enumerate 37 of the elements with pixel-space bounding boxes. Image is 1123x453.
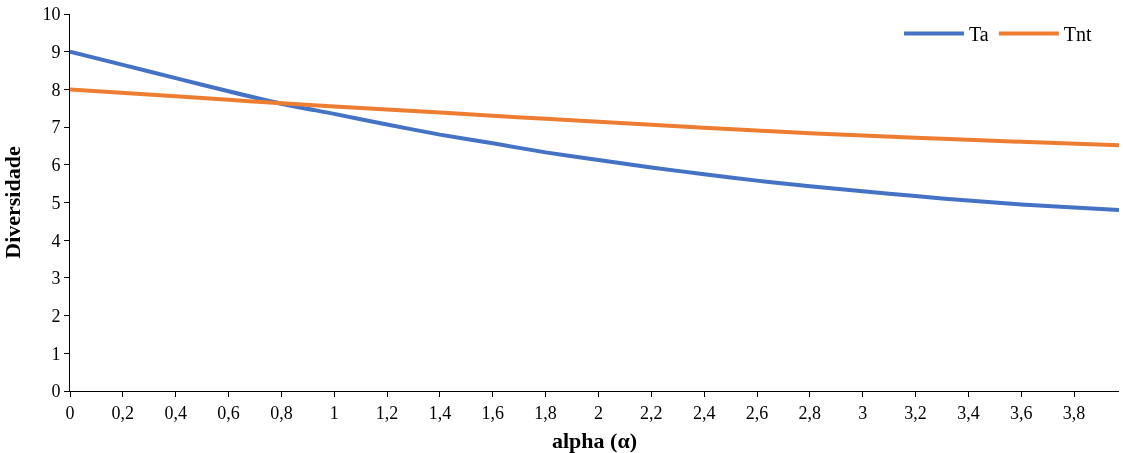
x-tick-label: 1,4 (428, 402, 452, 423)
x-tick-label: 0,4 (164, 402, 187, 423)
x-tick-label: 0,2 (111, 402, 135, 423)
x-tick-label: 3,8 (1062, 402, 1086, 423)
y-tick-label: 3 (51, 268, 61, 289)
x-tick-label: 2 (593, 402, 603, 423)
line-series (70, 49, 1119, 213)
x-tick-label: 0 (65, 402, 75, 423)
x-tick-label: 2,2 (640, 402, 663, 423)
x-tick-label: 3 (858, 402, 868, 423)
legend-label: Tnt (1063, 23, 1093, 46)
x-tick-label: 0,6 (217, 402, 240, 423)
x-axis-title: alpha (α) (551, 428, 638, 453)
x-tick-label: 2,4 (692, 402, 716, 423)
x-tick-label: 1,6 (481, 402, 505, 423)
y-tick-label: 9 (51, 42, 61, 62)
x-tick-label: 0,8 (270, 402, 293, 423)
y-tick-label: 10 (42, 4, 61, 25)
x-tick-label: 3,6 (1009, 402, 1033, 423)
x-tick-label: 1,8 (534, 402, 557, 423)
y-tick-label: 6 (51, 155, 61, 176)
x-tick-label: 1 (329, 402, 339, 423)
x-tick-label: 2,6 (745, 402, 769, 423)
y-tick-label: 1 (51, 343, 61, 364)
y-tick-label: 2 (51, 305, 61, 326)
y-tick-label: 7 (51, 117, 61, 138)
y-axis-title: Diversidade (0, 146, 25, 259)
y-tick-label: 5 (51, 192, 61, 213)
x-tick-label: 3,2 (904, 402, 927, 423)
legend-label: Ta (969, 23, 989, 46)
x-tick-label: 3,4 (957, 402, 980, 423)
y-tick-label: 4 (51, 230, 61, 251)
x-tick-label: 2,8 (798, 402, 822, 423)
y-tick-label: 8 (51, 79, 61, 100)
x-tick-label: 1,2 (375, 402, 399, 423)
y-tick-label: 0 (51, 381, 61, 402)
line-series (70, 87, 1119, 148)
